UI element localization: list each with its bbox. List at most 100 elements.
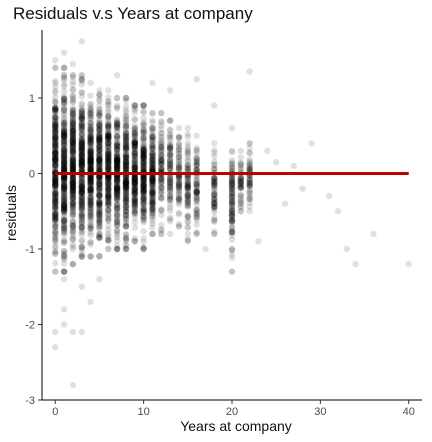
data-point <box>60 138 68 146</box>
data-point <box>96 87 103 94</box>
data-point <box>60 166 68 173</box>
data-point <box>52 250 59 257</box>
data-point <box>52 187 59 194</box>
outlier-point <box>52 57 59 64</box>
data-point <box>52 188 59 195</box>
data-point <box>60 119 68 126</box>
data-point <box>52 182 59 189</box>
data-point <box>52 124 59 131</box>
data-point <box>69 132 77 139</box>
data-point <box>78 77 86 85</box>
data-point <box>69 186 77 193</box>
data-point <box>69 241 77 248</box>
data-point <box>52 87 59 95</box>
data-point <box>184 181 191 188</box>
data-point <box>60 181 68 188</box>
data-point <box>122 144 130 151</box>
data-point <box>69 122 77 129</box>
data-point <box>69 111 77 118</box>
outlier-point <box>52 343 59 351</box>
data-point <box>60 195 68 203</box>
data-point <box>52 181 59 188</box>
data-point <box>52 182 59 189</box>
data-point <box>60 255 68 262</box>
data-point <box>52 156 59 164</box>
data-point <box>60 268 68 275</box>
data-point <box>149 133 156 140</box>
data-point <box>52 155 59 163</box>
data-point <box>60 206 68 214</box>
data-point <box>69 154 77 161</box>
outlier-point <box>87 298 94 306</box>
data-point <box>60 207 68 214</box>
data-point <box>52 208 59 215</box>
data-point <box>52 163 59 170</box>
data-point <box>131 200 138 207</box>
data-point <box>69 135 77 143</box>
data-point <box>228 197 236 204</box>
data-point <box>149 109 156 117</box>
data-point <box>52 177 59 184</box>
data-point <box>140 200 147 207</box>
data-point <box>69 131 77 139</box>
data-point <box>60 166 68 174</box>
data-point <box>52 200 59 207</box>
data-point <box>69 146 77 154</box>
data-point <box>69 185 77 192</box>
data-point <box>60 186 68 193</box>
data-point <box>69 139 77 146</box>
data-point <box>69 184 77 191</box>
data-point <box>69 123 77 131</box>
data-point <box>69 137 77 144</box>
data-point <box>60 165 68 172</box>
data-point <box>60 151 68 158</box>
data-point <box>69 158 77 165</box>
data-point <box>237 184 244 191</box>
data-point <box>52 203 59 211</box>
data-point <box>113 155 121 162</box>
data-point <box>60 122 68 129</box>
data-point <box>52 230 59 237</box>
data-point <box>52 177 59 185</box>
data-point <box>60 178 68 186</box>
data-point <box>69 166 77 174</box>
data-point <box>237 162 244 169</box>
data-point <box>52 142 59 150</box>
chart-title: Residuals v.s Years at company <box>13 4 253 23</box>
data-point <box>60 99 68 107</box>
data-point <box>60 159 68 167</box>
data-point <box>52 194 59 201</box>
data-point <box>52 133 59 141</box>
data-point <box>52 209 59 216</box>
data-point <box>60 237 68 244</box>
data-point <box>122 245 130 253</box>
data-point <box>60 148 68 155</box>
data-point <box>69 245 77 253</box>
data-point <box>60 64 68 72</box>
data-point <box>69 140 77 148</box>
data-point <box>52 236 59 243</box>
data-point <box>87 241 94 248</box>
data-point <box>246 149 253 157</box>
data-point <box>69 121 77 128</box>
data-point <box>60 140 68 148</box>
data-point <box>52 147 59 155</box>
data-point <box>52 173 59 180</box>
outlier-point <box>264 147 271 155</box>
data-point <box>69 96 77 104</box>
data-point <box>60 208 68 215</box>
data-point <box>122 155 130 163</box>
data-point <box>52 107 59 114</box>
data-point <box>78 102 86 109</box>
data-point <box>105 236 112 243</box>
data-point <box>69 144 77 151</box>
data-point <box>69 223 77 230</box>
data-point <box>69 127 77 135</box>
data-point <box>69 162 77 169</box>
data-point <box>60 149 68 156</box>
outlier-point <box>352 260 359 268</box>
data-point <box>69 191 77 198</box>
outlier-point <box>255 238 262 245</box>
data-point <box>60 184 68 192</box>
data-point <box>60 105 68 113</box>
